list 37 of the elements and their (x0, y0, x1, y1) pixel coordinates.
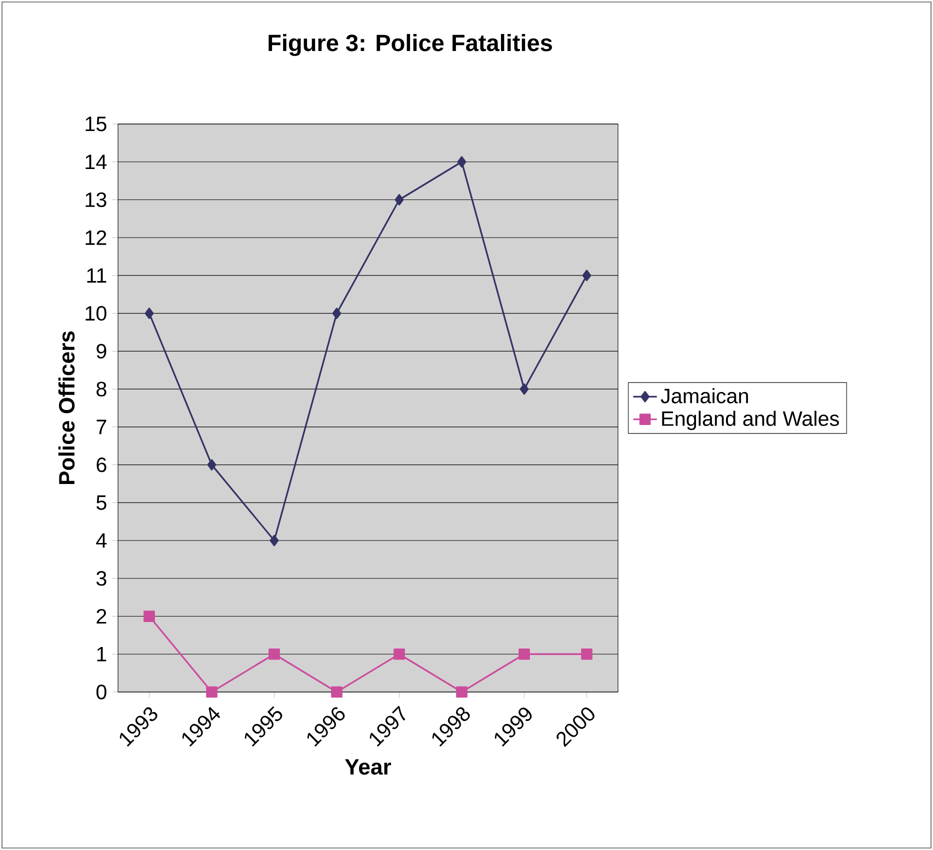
y-tick-label: 11 (87, 268, 106, 283)
y-tick-label: 2 (96, 609, 106, 624)
y-tick-label: 9 (96, 344, 106, 359)
point (206, 686, 218, 698)
y-axis-title: Police Officers (58, 331, 75, 484)
y-tick-label: 13 (86, 192, 106, 208)
y-tick-label: 4 (96, 533, 107, 548)
point (331, 686, 342, 698)
y-tick-label: 0 (96, 684, 106, 700)
point (144, 610, 155, 622)
point (520, 383, 529, 395)
chart-title: Figure 3: Police Fatalities (268, 34, 552, 56)
y-tick-label: 5 (96, 495, 106, 510)
x-axis-title: Year (344, 759, 392, 775)
y-tick-label: 8 (96, 382, 106, 396)
point (518, 648, 530, 660)
point (394, 194, 404, 206)
y-tick-label: 6 (96, 457, 106, 472)
point (270, 534, 279, 546)
point (394, 648, 405, 660)
point (207, 459, 216, 470)
point (332, 308, 342, 319)
point (268, 648, 280, 660)
y-tick-label: 15 (86, 116, 106, 132)
y-tick-label: 3 (96, 571, 106, 586)
point (457, 156, 466, 168)
y-tick-label: 12 (86, 230, 106, 245)
y-tick-label: 14 (86, 154, 107, 169)
legend-label: Jamaican (660, 388, 748, 404)
legend-label: England and Wales (662, 410, 839, 430)
point (581, 648, 592, 660)
y-tick-label: 1 (97, 646, 106, 662)
y-tick-label: 7 (96, 420, 106, 434)
point (456, 686, 468, 698)
point (144, 308, 154, 319)
point (582, 270, 592, 282)
y-tick-label: 10 (86, 306, 106, 321)
